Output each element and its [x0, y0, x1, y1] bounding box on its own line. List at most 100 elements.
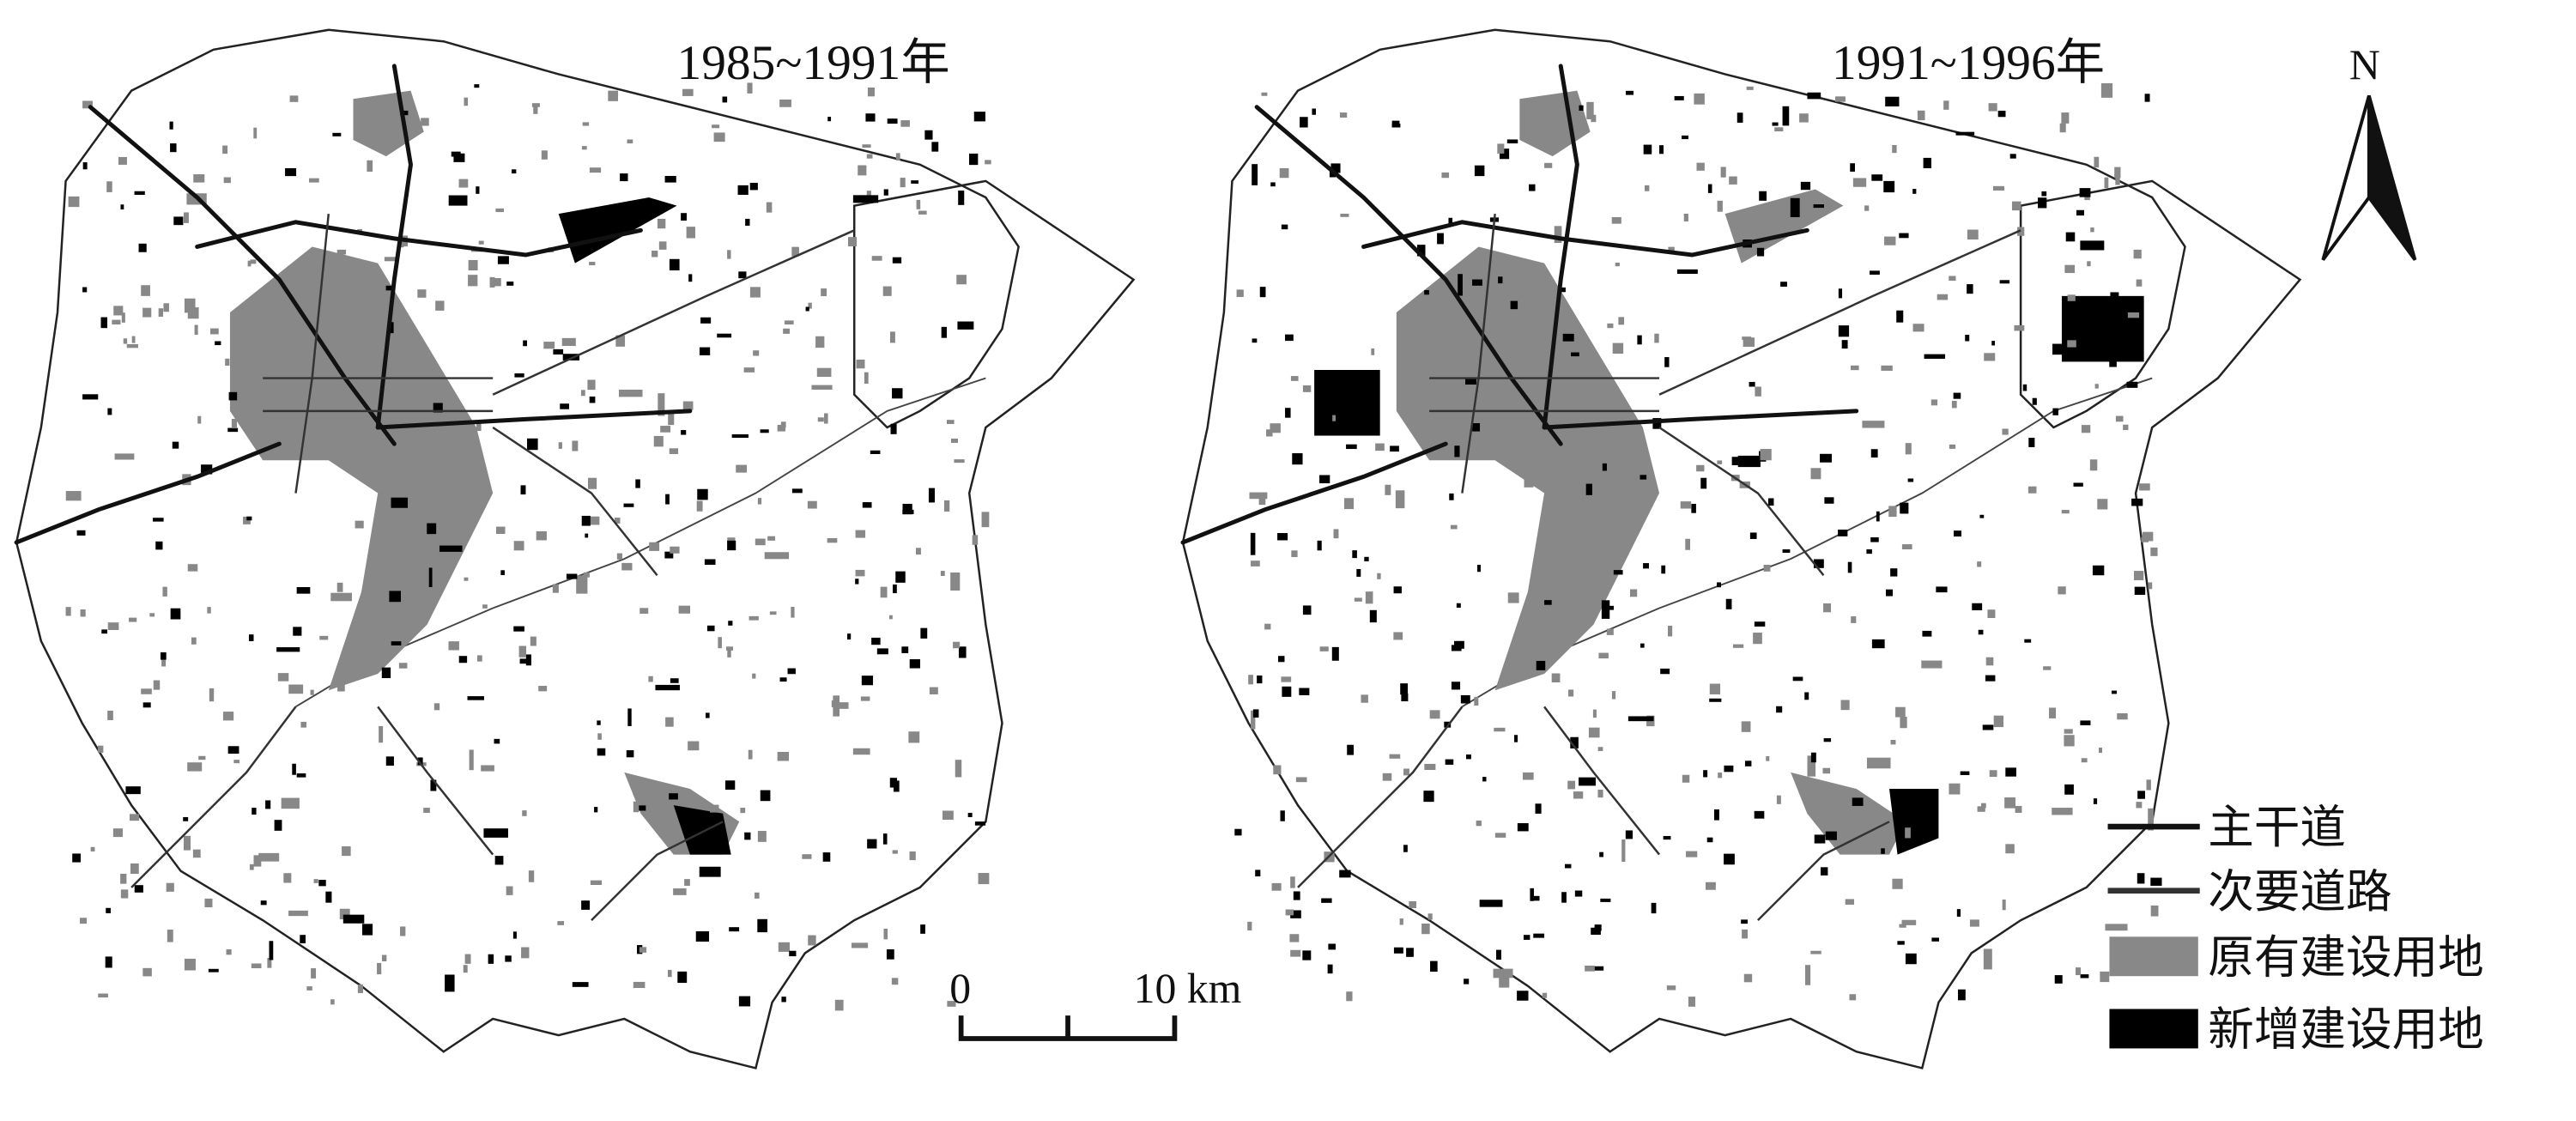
- existing-land-patch: [892, 850, 898, 854]
- existing-land-patch: [1851, 365, 1859, 371]
- existing-land-patch: [649, 542, 660, 551]
- existing-land-patch: [426, 357, 432, 373]
- new-land-patch: [1643, 144, 1652, 155]
- existing-land-patch: [2067, 340, 2076, 348]
- new-land-patch: [453, 153, 465, 162]
- existing-land-patch: [658, 241, 667, 250]
- existing-land-patch: [107, 622, 119, 630]
- existing-land-patch: [120, 889, 129, 899]
- new-land-patch: [928, 488, 936, 503]
- existing-land-patch: [468, 259, 478, 271]
- existing-land-patch: [1264, 623, 1271, 630]
- new-land-patch: [1767, 498, 1774, 506]
- existing-land-patch: [2064, 264, 2076, 274]
- existing-land-patch: [616, 553, 622, 560]
- new-land-patch: [1416, 245, 1426, 257]
- existing-land-patch: [1742, 929, 1749, 939]
- new-land-patch: [1707, 184, 1712, 193]
- new-land-patch: [581, 515, 591, 526]
- existing-land-patch: [2027, 486, 2037, 494]
- new-land-patch: [494, 856, 504, 865]
- existing-land-patch: [1822, 767, 1831, 774]
- existing-land-patch: [1804, 965, 1811, 985]
- existing-land-patch: [400, 926, 406, 936]
- existing-land-patch: [1753, 633, 1762, 645]
- new-land-patch: [1870, 270, 1880, 275]
- new-land-patch: [1838, 288, 1843, 299]
- existing-land-patch: [753, 350, 760, 356]
- existing-land-patch: [251, 963, 262, 969]
- new-land-patch: [924, 130, 933, 140]
- existing-land-patch: [1290, 949, 1301, 957]
- existing-land-patch: [1667, 625, 1673, 637]
- existing-land-patch: [1592, 709, 1597, 718]
- existing-land-patch: [1319, 646, 1329, 651]
- existing-land-patch: [1810, 468, 1821, 480]
- new-land-patch: [1713, 809, 1719, 821]
- existing-land-patch: [1302, 385, 1312, 392]
- existing-land-patch: [2052, 808, 2073, 815]
- north-arrow-icon-fill: [2367, 94, 2417, 261]
- existing-land-patch: [518, 645, 527, 657]
- new-land-patch: [1517, 991, 1529, 1001]
- existing-land-patch: [1851, 616, 1857, 623]
- legend-new-land-symbol: [2109, 1009, 2198, 1049]
- new-land-patch: [2052, 408, 2058, 415]
- existing-land-patch: [522, 810, 527, 816]
- new-land-patch: [635, 479, 640, 488]
- existing-land-patch: [1251, 710, 1256, 730]
- new-land-patch: [1401, 693, 1409, 702]
- existing-land-patch: [225, 358, 230, 367]
- new-land-patch: [738, 996, 751, 1007]
- new-land-patch: [911, 180, 919, 184]
- existing-land-patch: [1340, 213, 1349, 217]
- new-land-patch: [1706, 837, 1713, 843]
- new-land-patch: [1495, 949, 1501, 960]
- existing-land-patch: [384, 257, 397, 262]
- new-land-patch: [781, 997, 786, 1003]
- existing-land-patch: [1901, 919, 1917, 925]
- existing-land-patch: [766, 202, 773, 213]
- north-arrow: N: [2321, 41, 2417, 261]
- existing-land-patch: [183, 212, 189, 223]
- existing-land-patch: [192, 849, 201, 858]
- new-land-patch: [967, 812, 973, 817]
- new-land-patch: [1792, 676, 1803, 682]
- north-arrow-icon: [2321, 94, 2371, 261]
- new-land-patch: [1331, 646, 1339, 661]
- existing-land-patch: [696, 500, 703, 512]
- new-land-patch: [1533, 933, 1545, 938]
- existing-land-patch: [1899, 924, 1906, 928]
- existing-urban-core: [1396, 246, 1660, 691]
- new-land-patch: [2024, 639, 2032, 643]
- new-land-patch: [2032, 397, 2037, 405]
- existing-land-patch: [249, 863, 254, 870]
- new-land-patch: [931, 142, 939, 152]
- new-land-patch: [1999, 280, 2010, 284]
- existing-land-patch: [918, 210, 927, 215]
- existing-land-patch: [1654, 333, 1659, 343]
- new-land-patch: [1900, 502, 1909, 514]
- new-land-patch: [505, 955, 512, 962]
- existing-land-patch: [1766, 755, 1770, 761]
- existing-land-patch: [2015, 805, 2022, 813]
- new-land-patch: [1881, 848, 1885, 854]
- existing-land-patch: [1611, 216, 1621, 224]
- new-land-patch: [669, 258, 680, 271]
- existing-land-patch: [1743, 973, 1753, 983]
- new-land-patch: [2054, 975, 2063, 984]
- existing-land-patch: [748, 749, 753, 760]
- existing-land-patch: [381, 954, 387, 961]
- new-land-patch: [1800, 181, 1811, 191]
- existing-land-patch: [423, 808, 430, 813]
- existing-land-patch: [1406, 321, 1411, 329]
- new-land-patch: [1391, 120, 1400, 128]
- existing-land-patch: [2139, 483, 2150, 491]
- map-title-1985-1991: 1985~1991年: [677, 36, 950, 90]
- new-land-patch: [1651, 902, 1657, 914]
- existing-land-patch: [1567, 780, 1576, 790]
- existing-land-patch: [2067, 294, 2076, 301]
- existing-land-patch: [1393, 632, 1403, 640]
- new-land-patch: [1252, 338, 1258, 343]
- new-land-patch: [1613, 570, 1623, 575]
